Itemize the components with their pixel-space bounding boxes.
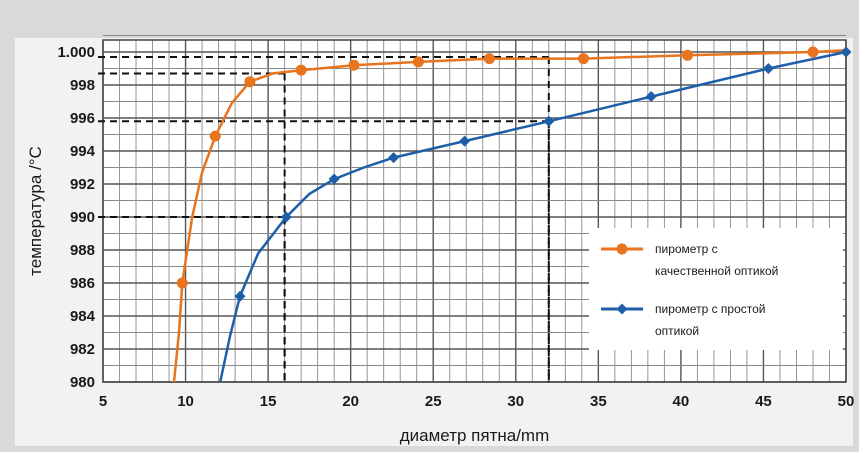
y-tick-label: 998: [70, 77, 95, 94]
series-2-marker: [280, 211, 292, 223]
series-2-marker: [840, 46, 852, 58]
series-2-marker: [328, 173, 340, 185]
x-tick-label: 5: [99, 393, 107, 410]
y-tick-label: 980: [70, 374, 95, 391]
y-tick-label: 986: [70, 275, 95, 292]
series-1-marker: [348, 59, 360, 71]
x-tick-label: 50: [838, 393, 855, 410]
series-line-1: [172, 49, 847, 383]
reference-lines: [98, 55, 550, 382]
series-2-marker: [762, 63, 774, 74]
y-tick-label: 984: [70, 308, 96, 325]
y-tick-label: 982: [70, 341, 95, 358]
legend-marker-2: [616, 303, 628, 315]
x-tick-label: 20: [342, 393, 359, 410]
series-2-marker: [388, 152, 400, 164]
series-1-marker: [807, 46, 819, 58]
series-2-marker: [543, 115, 555, 127]
series-2-marker: [234, 290, 246, 302]
legend: пирометр с качественной оптикой пирометр с…: [589, 228, 843, 350]
legend-label-1: пирометр с качественной оптикой: [655, 242, 778, 278]
series-2-marker: [459, 135, 471, 147]
y-tick-label: 992: [70, 176, 95, 193]
x-tick-label: 30: [507, 393, 524, 410]
series-1-marker: [483, 53, 495, 65]
x-axis-title: диаметр пятна/mm: [400, 426, 550, 445]
plot-border: [102, 39, 847, 383]
series-1-marker: [209, 130, 221, 142]
y-tick-label: 996: [70, 110, 95, 127]
x-tick-label: 45: [755, 393, 772, 410]
x-tick-label: 10: [177, 393, 194, 410]
series-line-2: [218, 50, 847, 383]
x-tick-label: 40: [673, 393, 690, 410]
y-axis-title: температура /°C: [26, 146, 45, 276]
y-tick-label: 988: [70, 242, 95, 259]
y-tick-label: 1.000: [57, 44, 95, 61]
x-tick-label: 15: [260, 393, 277, 410]
y-tick-label: 994: [70, 143, 96, 160]
legend-marker-1: [616, 243, 628, 255]
series-group: [172, 46, 852, 383]
series-1-marker: [577, 53, 589, 65]
tick-labels: 5 10 15 20 25 30 35 40 45 50 980 982 984 986 988 990 992…: [57, 44, 854, 410]
legend-label-2: пирометр с простой оптикой: [655, 302, 766, 338]
series-1-marker: [412, 56, 424, 68]
series-2-marker: [645, 91, 657, 103]
series-1-marker: [176, 277, 188, 289]
x-tick-label: 35: [590, 393, 607, 410]
series-1-marker: [244, 76, 256, 88]
series-1-marker: [295, 64, 307, 76]
series-1-marker: [681, 49, 693, 61]
x-tick-label: 25: [425, 393, 442, 410]
y-tick-label: 990: [70, 209, 95, 226]
